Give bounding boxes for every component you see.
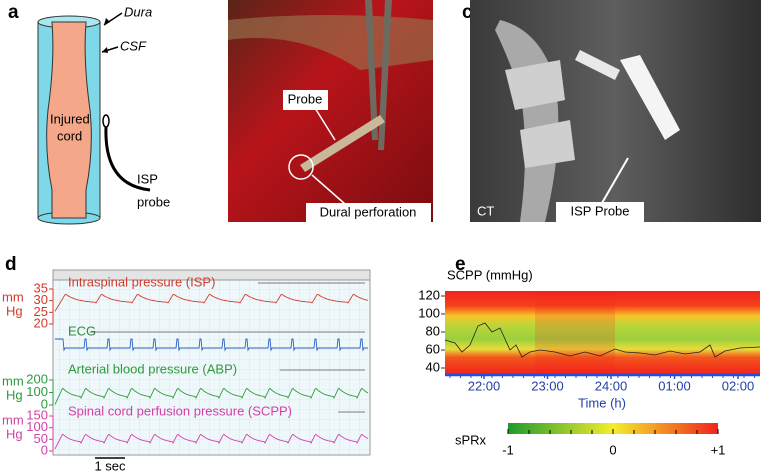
heatmap-shade [535, 291, 615, 374]
y-tick-label: 80 [426, 323, 440, 338]
panel-label: e [455, 254, 466, 275]
unit-label: mm [2, 289, 24, 304]
colorbar-tick-label: -1 [502, 442, 514, 457]
y-tick-label: 30 [34, 292, 48, 307]
vertebra [505, 60, 575, 168]
perforation-label: Dural perforation [320, 204, 417, 219]
scale-bar-label: 1 sec [94, 458, 126, 473]
dura-label: Dura [124, 4, 152, 19]
monitor [52, 269, 371, 456]
colorbar-tick-label: +1 [711, 442, 726, 457]
arrow-head [102, 47, 108, 53]
unit-label: Hg [6, 303, 23, 318]
instrument [365, 0, 392, 150]
monitor-bar [52, 269, 371, 281]
trace-label: Spinal cord perfusion pressure (SCPP) [68, 403, 292, 418]
heatmap [445, 291, 760, 374]
waveform [54, 293, 369, 312]
y-tick-label: 0 [41, 396, 48, 411]
arrow-head [104, 18, 110, 25]
y-tick-label: 120 [418, 287, 440, 302]
waveform [55, 338, 368, 352]
waveform [54, 387, 369, 405]
x-tick-label: 01:00 [658, 378, 691, 393]
modality-label: CT [477, 203, 494, 218]
y-tick-label: 35 [34, 280, 48, 295]
spinal-cord [46, 21, 92, 219]
panel-label: a [8, 2, 19, 23]
perforation-circle [288, 154, 314, 180]
probe-label: ISP [137, 171, 158, 186]
y-tick-label: 40 [426, 359, 440, 374]
waveform [54, 433, 369, 450]
y-tick-label: 150 [26, 407, 48, 422]
trace-label: Intraspinal pressure (ISP) [68, 274, 215, 289]
panel-label: c [462, 2, 473, 23]
y-tick-label: 0 [41, 442, 48, 457]
probe-label: ISP Probe [570, 203, 629, 218]
colorbar-tick-label: 0 [609, 442, 616, 457]
pointer [601, 157, 629, 204]
unit-label: Hg [6, 387, 23, 402]
y-tick-label: 25 [34, 304, 48, 319]
x-tick-label: 22:00 [468, 378, 501, 393]
probe-tip [102, 114, 110, 128]
unit-label: mm [2, 373, 24, 388]
label-box [283, 90, 328, 110]
label-box [306, 203, 431, 222]
probe-wire [104, 126, 151, 192]
colorbar [508, 423, 718, 434]
label-box [556, 202, 644, 222]
tissue [228, 15, 433, 70]
x-tick-label: 23:00 [531, 378, 564, 393]
probe-photo [300, 115, 385, 172]
pointer [314, 107, 336, 141]
colorbar-label: sPRx [455, 432, 487, 447]
y-tick-label: 100 [26, 384, 48, 399]
x-axis-title: Time (h) [578, 395, 626, 410]
probe-ct [620, 55, 680, 140]
y-tick-label: 100 [418, 305, 440, 320]
pointer [311, 174, 346, 205]
panel-b: b Probe Dural perforation [228, 0, 433, 222]
y-tick-label: 200 [26, 371, 48, 386]
probe-label: probe [137, 194, 170, 209]
trace-label: Arterial blood pressure (ABP) [68, 361, 237, 376]
unit-label: mm [2, 412, 24, 427]
panel-label: d [5, 254, 17, 275]
panel-c: c CT ISP Probe [462, 0, 761, 222]
panel-d: d 1 sec Intraspinal pressure (ISP) 353025… [2, 254, 371, 473]
y-tick-label: 50 [34, 431, 48, 446]
x-tick-label: 02:00 [722, 378, 755, 393]
y-tick-label: 60 [426, 341, 440, 356]
panel-a: a Dura CSF Injured cord ISP probe [8, 2, 170, 225]
x-tick-label: 24:00 [595, 378, 628, 393]
probe-label: Probe [288, 91, 323, 106]
trace-label: ECG [68, 323, 96, 338]
scpp-trace [444, 322, 761, 358]
y-tick-label: 20 [34, 315, 48, 330]
cord-label: cord [57, 128, 82, 143]
unit-label: Hg [6, 426, 23, 441]
cord-label: Injured [50, 111, 90, 126]
panel-e: e SCPP (mmHg) Time (h) sPRx 40 60 80 100 120… [418, 254, 761, 457]
y-axis-title: SCPP (mmHg) [447, 267, 533, 282]
probe-ct [575, 50, 620, 80]
y-tick-label: 100 [26, 419, 48, 434]
csf-label: CSF [120, 38, 147, 53]
